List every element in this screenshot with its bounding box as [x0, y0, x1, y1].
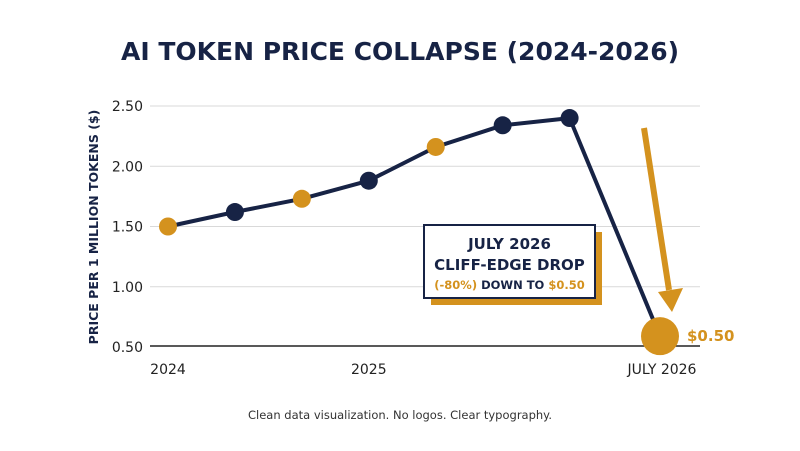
data-point [560, 109, 579, 128]
y-tick-label: 2.50 [112, 99, 143, 115]
chart-title: AI TOKEN PRICE COLLAPSE (2024-2026) [121, 37, 679, 66]
data-point [493, 116, 512, 135]
drop-arrow-head [658, 288, 683, 312]
x-tick-label: JULY 2026 [627, 362, 697, 378]
data-point [292, 189, 311, 208]
x-tick-labels: 2024 2025 JULY 2026 [150, 362, 696, 378]
end-data-point [641, 317, 679, 356]
y-tick-labels: 2.50 2.00 1.50 1.00 0.50 [112, 99, 143, 356]
annotation-line2: CLIFF-EDGE DROP [434, 256, 585, 274]
y-tick-label: 0.50 [112, 340, 143, 356]
data-point [426, 137, 445, 156]
y-tick-label: 2.00 [112, 159, 143, 175]
annotation-down-to: DOWN TO [477, 278, 548, 292]
y-tick-label: 1.00 [112, 280, 143, 296]
drop-arrow [641, 127, 683, 312]
x-tick-label: 2024 [150, 362, 186, 378]
caption: Clean data visualization. No logos. Clea… [248, 408, 552, 422]
data-point [225, 203, 244, 222]
data-point [359, 171, 378, 190]
annotation-line1: JULY 2026 [467, 235, 551, 253]
y-axis-label: PRICE PER 1 MILLION TOKENS ($) [86, 110, 101, 345]
annotation-box [423, 224, 596, 299]
drop-arrow-shaft [641, 127, 672, 291]
data-point [159, 217, 177, 236]
end-value-label: $0.50 [687, 327, 734, 345]
annotation-percent: (-80%) [434, 278, 477, 292]
annotation-value: $0.50 [548, 278, 584, 292]
y-tick-label: 1.50 [112, 220, 143, 236]
annotation-line3: (-80%) DOWN TO $0.50 [434, 278, 584, 292]
annotation-callout: JULY 2026 CLIFF-EDGE DROP (-80%) DOWN TO… [423, 224, 602, 305]
x-tick-label: 2025 [351, 362, 387, 378]
data-points [159, 109, 679, 356]
series-line [167, 116, 662, 337]
